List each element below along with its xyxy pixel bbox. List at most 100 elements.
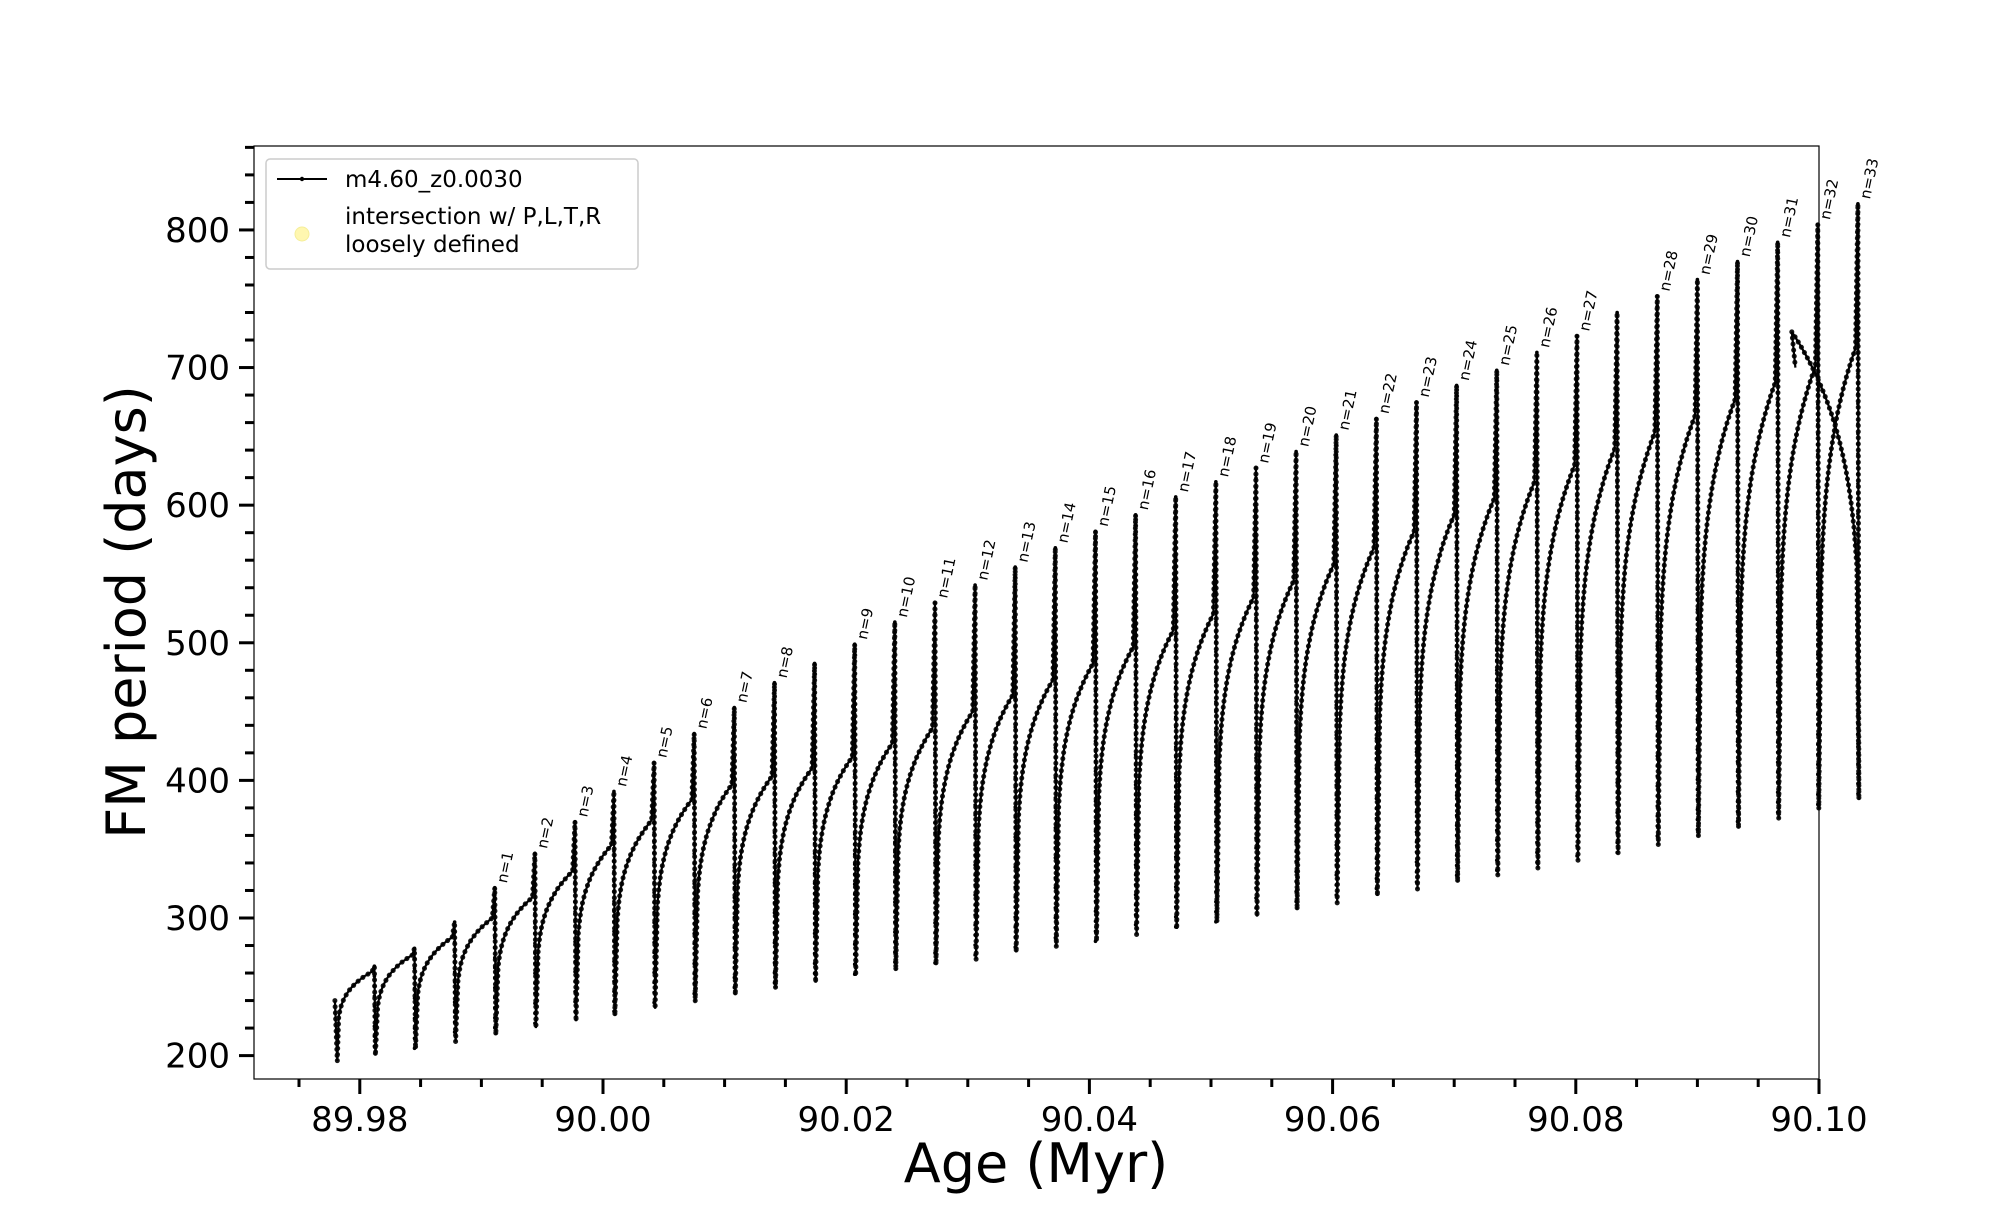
spike-marker xyxy=(1334,603,1339,607)
spike-marker xyxy=(1133,603,1138,607)
spike-marker xyxy=(1775,520,1780,525)
spike-marker xyxy=(652,990,656,995)
spike-marker xyxy=(1494,758,1499,763)
spike-marker xyxy=(1294,619,1298,624)
spike-marker xyxy=(1173,805,1178,809)
spike-marker xyxy=(1775,370,1780,375)
spike-marker xyxy=(852,802,857,806)
spike-marker xyxy=(1575,674,1579,678)
spike-marker xyxy=(1494,518,1499,523)
spike-marker xyxy=(1093,679,1098,684)
spike-marker xyxy=(1454,463,1459,468)
spike-marker xyxy=(1414,760,1419,764)
spike-marker xyxy=(1214,890,1218,894)
spike-marker xyxy=(1856,742,1860,746)
spike-marker xyxy=(1695,767,1700,772)
spike-marker xyxy=(1775,740,1780,745)
spike-marker xyxy=(812,941,817,946)
spike-marker xyxy=(812,821,817,826)
spike-marker xyxy=(652,950,656,955)
pulse-label: n=10 xyxy=(893,575,919,619)
spike-marker xyxy=(1494,418,1499,423)
spike-marker xyxy=(1615,580,1619,585)
x-tick-label: 90.00 xyxy=(554,1100,651,1140)
spike-marker xyxy=(372,1014,377,1018)
spike-marker xyxy=(1615,800,1619,805)
spike-marker xyxy=(893,780,897,784)
spike-marker xyxy=(1294,469,1298,474)
spike-marker xyxy=(1494,848,1499,853)
spike-marker xyxy=(1695,687,1700,692)
spike-marker xyxy=(852,912,857,916)
spike-marker xyxy=(973,693,977,697)
spike-marker xyxy=(1775,330,1780,335)
spike-marker xyxy=(412,976,417,981)
spike-marker xyxy=(1013,775,1018,779)
spike-marker xyxy=(1535,470,1539,475)
spike-marker xyxy=(1414,720,1419,724)
spike-marker xyxy=(1093,749,1098,754)
spike-marker xyxy=(1575,534,1579,538)
spike-marker xyxy=(1575,784,1579,788)
spike-marker xyxy=(1575,794,1579,798)
spike-marker xyxy=(573,849,577,854)
spike-marker xyxy=(612,859,616,864)
spike-marker xyxy=(1856,612,1860,616)
spike-marker xyxy=(1133,903,1138,907)
spike-marker xyxy=(1655,424,1660,428)
spike-marker xyxy=(1093,869,1098,874)
spike-marker xyxy=(692,831,696,836)
spike-marker xyxy=(1334,863,1339,867)
spike-marker xyxy=(1695,377,1700,382)
spike-marker xyxy=(1173,585,1178,589)
spike-marker xyxy=(1856,332,1860,336)
spike-marker xyxy=(372,1034,377,1038)
spike-marker xyxy=(533,971,537,976)
spike-marker xyxy=(492,935,497,940)
spike-marker xyxy=(1093,849,1098,854)
spike-marker xyxy=(893,760,897,764)
spike-marker xyxy=(812,831,817,836)
spike-marker xyxy=(1254,536,1258,540)
spike-marker xyxy=(533,1021,537,1026)
spike-marker xyxy=(1535,600,1539,605)
spike-marker xyxy=(1013,675,1018,679)
spike-marker xyxy=(852,892,857,896)
spike-marker xyxy=(1334,583,1339,587)
spike-marker xyxy=(973,843,977,847)
spike-marker xyxy=(1856,372,1860,376)
spike-marker xyxy=(1735,769,1740,774)
spike-marker xyxy=(1414,820,1419,824)
spike-marker xyxy=(1334,453,1339,457)
spike-marker xyxy=(1414,540,1419,544)
spike-marker xyxy=(1013,715,1018,719)
spike-marker xyxy=(1294,829,1298,834)
spike-marker xyxy=(452,1020,457,1024)
spike-marker xyxy=(1655,534,1660,538)
spike-marker xyxy=(772,680,777,685)
spike-marker xyxy=(1775,660,1780,665)
spike-marker xyxy=(1856,682,1860,686)
spike-marker xyxy=(1133,843,1138,847)
spike-marker xyxy=(1535,830,1539,835)
spike-marker xyxy=(1214,860,1218,864)
spike-marker xyxy=(772,910,777,915)
spike-marker xyxy=(1775,390,1780,395)
spike-marker xyxy=(812,661,817,666)
spike-marker xyxy=(973,793,977,797)
spike-marker xyxy=(1374,486,1379,491)
spike-marker xyxy=(1655,354,1660,358)
spike-marker xyxy=(1615,610,1619,615)
spike-marker xyxy=(732,755,737,760)
spike-marker xyxy=(1053,806,1058,810)
spike-marker xyxy=(1655,554,1660,558)
spike-marker xyxy=(1454,633,1459,638)
spike-marker xyxy=(1454,503,1459,508)
spike-marker xyxy=(533,931,537,936)
spike-marker xyxy=(1214,820,1218,824)
spike-marker xyxy=(1454,403,1459,408)
spike-marker xyxy=(1494,728,1499,733)
pulse-label: n=21 xyxy=(1335,388,1361,432)
spike-marker xyxy=(1735,309,1740,314)
spike-marker xyxy=(893,850,897,854)
